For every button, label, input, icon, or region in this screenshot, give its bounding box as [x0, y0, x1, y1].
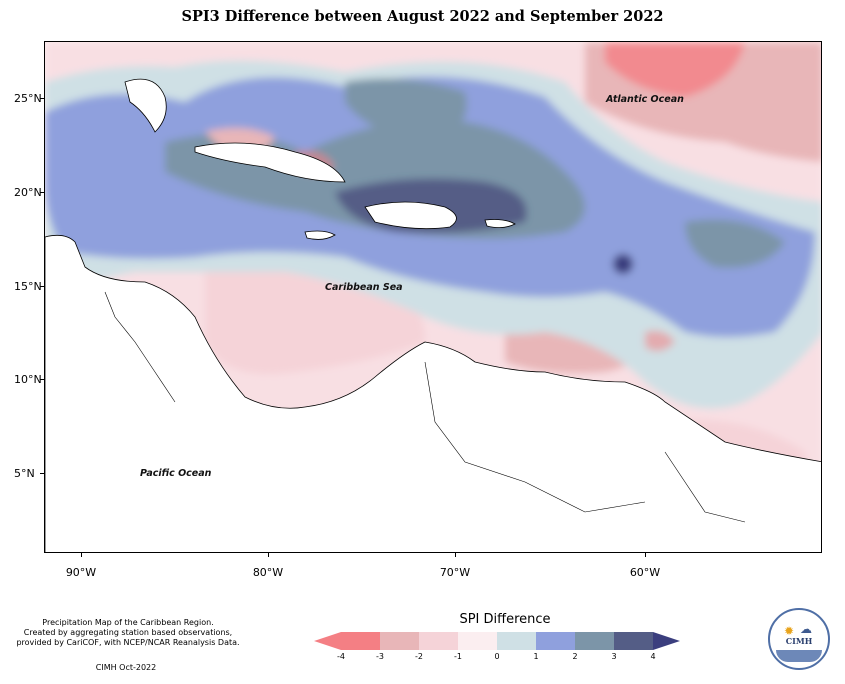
cuba-island — [194, 142, 346, 183]
hispaniola-island — [364, 201, 457, 230]
legend-tick-label: -4 — [337, 652, 345, 661]
lon-tick — [268, 553, 269, 557]
legend-tick-label: 3 — [611, 652, 617, 661]
footer-line-3: provided by CariCOF, with NCEP/NCAR Rean… — [16, 638, 240, 647]
florida-peninsula — [124, 78, 167, 133]
legend-title: SPI Difference — [459, 612, 551, 627]
footer-description: Precipitation Map of the Caribbean Regio… — [8, 618, 248, 648]
legend-swatch — [575, 632, 614, 650]
lat-tick — [40, 98, 44, 99]
lat-tick — [40, 473, 44, 474]
contour-slate-east — [685, 219, 785, 268]
legend-tick-label: 0 — [494, 652, 500, 661]
caribbean-sea-label: Caribbean Sea — [325, 282, 403, 293]
legend-tick-label: 1 — [533, 652, 539, 661]
spi-difference-map: Atlantic Ocean Caribbean Sea Pacific Oce… — [44, 41, 822, 553]
footer-credit: CIMH Oct-2022 — [95, 663, 157, 672]
legend-tick-label: 2 — [572, 652, 578, 661]
legend-tick-label: -1 — [454, 652, 462, 661]
lat-label-5n: 5°N — [14, 467, 35, 480]
mainland-landmass — [45, 234, 821, 552]
page-title: SPI3 Difference between August 2022 and … — [181, 8, 664, 25]
central-america-border — [104, 291, 176, 403]
lon-label-80w: 80°W — [252, 566, 284, 579]
lat-tick — [40, 379, 44, 380]
legend-colorbar — [314, 632, 680, 650]
legend-low-arrow — [314, 632, 341, 650]
guianas-border — [664, 451, 746, 523]
legend-swatch — [614, 632, 653, 650]
lat-tick — [40, 286, 44, 287]
legend-swatch — [341, 632, 380, 650]
south-america-border — [424, 361, 646, 513]
lat-label-10n: 10°N — [14, 373, 42, 386]
lat-tick — [40, 192, 44, 193]
lat-label-20n: 20°N — [14, 186, 42, 199]
sun-icon: ✹ — [784, 624, 795, 638]
legend-tick-label: -2 — [415, 652, 423, 661]
legend-swatch — [419, 632, 458, 650]
jamaica-island — [304, 230, 336, 240]
legend-swatch — [458, 632, 497, 650]
lon-tick — [645, 553, 646, 557]
legend-high-arrow — [653, 632, 680, 650]
map-canvas — [45, 42, 821, 552]
logo-wave — [776, 650, 822, 662]
legend-swatch — [497, 632, 536, 650]
logo-text: CIMH — [785, 636, 813, 646]
footer-line-2: Created by aggregating station based obs… — [23, 628, 233, 637]
legend-tick-label: 4 — [650, 652, 656, 661]
pacific-ocean-label: Pacific Ocean — [140, 468, 212, 479]
contour-red-trinidad — [645, 330, 675, 351]
lat-label-25n: 25°N — [14, 92, 42, 105]
puerto-rico-island — [484, 219, 516, 228]
contour-dark-antilles — [613, 254, 633, 274]
legend-tick-label: -3 — [376, 652, 384, 661]
contour-red-atlantic — [605, 42, 745, 97]
contour-slate-bahamas — [345, 78, 467, 142]
atlantic-ocean-label: Atlantic Ocean — [606, 94, 684, 105]
lon-label-60w: 60°W — [629, 566, 661, 579]
cloud-icon: ☁ — [800, 622, 812, 636]
lon-label-90w: 90°W — [65, 566, 97, 579]
legend-swatch — [536, 632, 575, 650]
lon-label-70w: 70°W — [439, 566, 471, 579]
lon-tick — [81, 553, 82, 557]
footer-line-1: Precipitation Map of the Caribbean Regio… — [42, 618, 214, 627]
lat-label-15n: 15°N — [14, 280, 42, 293]
lon-tick — [455, 553, 456, 557]
cimh-logo: ✹ ☁ CIMH — [768, 608, 830, 670]
legend-swatch — [380, 632, 419, 650]
